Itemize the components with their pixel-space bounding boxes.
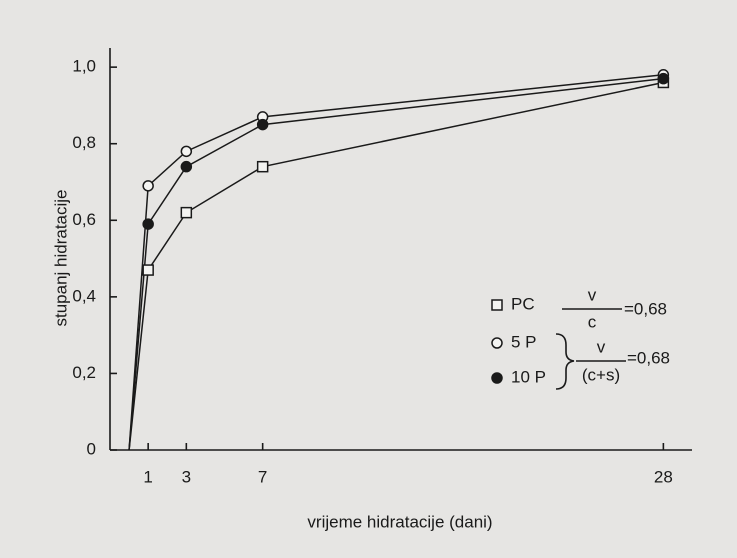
x-tick-label: 28 bbox=[654, 467, 673, 486]
legend-label: 5 P bbox=[511, 332, 537, 351]
legend-marker bbox=[491, 372, 503, 384]
x-tick-label: 3 bbox=[182, 467, 191, 486]
series-line bbox=[128, 77, 664, 451]
y-tick-label: 0,8 bbox=[72, 133, 96, 152]
y-tick-label: 0,4 bbox=[72, 286, 96, 305]
marker bbox=[657, 72, 670, 85]
legend-label: 10 P bbox=[511, 367, 546, 386]
marker bbox=[142, 218, 154, 230]
marker bbox=[180, 160, 193, 173]
ratio-equals: =0,68 bbox=[624, 299, 667, 318]
y-tick-label: 0,6 bbox=[72, 210, 96, 229]
x-axis-label: vrijeme hidratacije (dani) bbox=[307, 512, 492, 531]
legend-marker bbox=[491, 299, 503, 311]
ratio-equals: =0,68 bbox=[627, 348, 670, 367]
ratio-denominator: c bbox=[588, 312, 597, 331]
brace bbox=[555, 333, 575, 390]
legend-marker bbox=[491, 337, 503, 349]
ratio-denominator: (c+s) bbox=[582, 365, 620, 384]
marker bbox=[256, 118, 269, 131]
y-axis-label: stupanj hidratacije bbox=[51, 189, 70, 326]
x-tick-label: 1 bbox=[143, 467, 152, 486]
series-line bbox=[128, 74, 664, 451]
y-tick-label: 0 bbox=[87, 439, 96, 458]
marker bbox=[256, 160, 269, 173]
ratio-numerator: v bbox=[597, 337, 606, 356]
marker bbox=[180, 206, 193, 219]
marker bbox=[142, 264, 154, 276]
marker bbox=[180, 145, 193, 158]
series-line bbox=[128, 81, 664, 451]
x-tick-label: 7 bbox=[258, 467, 267, 486]
legend-label: PC bbox=[511, 294, 535, 313]
y-tick-label: 1,0 bbox=[72, 57, 96, 76]
y-tick-label: 0,2 bbox=[72, 363, 96, 382]
marker bbox=[142, 180, 154, 192]
ratio-numerator: v bbox=[588, 285, 597, 304]
